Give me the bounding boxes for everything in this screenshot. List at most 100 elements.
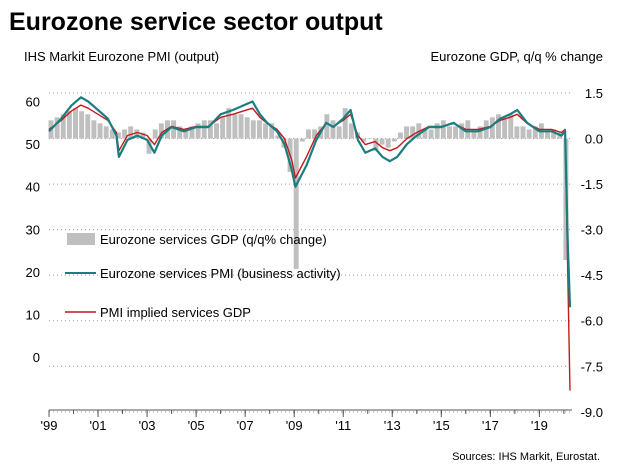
gdp-bar bbox=[54, 117, 60, 139]
left-tick-label: 30 bbox=[26, 222, 40, 237]
x-tick-label: '09 bbox=[286, 418, 303, 433]
x-tick-label: '03 bbox=[139, 418, 156, 433]
gdp-bar bbox=[122, 129, 128, 139]
x-tick-label: '11 bbox=[335, 418, 351, 433]
gdp-bar bbox=[342, 108, 348, 139]
gdp-bar bbox=[404, 126, 409, 139]
gdp-bar bbox=[115, 132, 121, 139]
right-tick-label: -7.5 bbox=[581, 359, 603, 374]
legend: Eurozone services GDP (q/q% change) Euro… bbox=[65, 232, 341, 320]
gdp-bar bbox=[146, 138, 152, 154]
right-axis-label: Eurozone GDP, q/q % change bbox=[431, 49, 604, 64]
left-tick-label: 10 bbox=[26, 308, 40, 323]
gdp-bar bbox=[201, 120, 207, 139]
gdp-bar bbox=[91, 120, 97, 139]
gdp-bar bbox=[177, 126, 183, 139]
gdp-bar bbox=[446, 126, 452, 139]
gdp-bar bbox=[526, 129, 532, 139]
gdp-bar bbox=[183, 129, 189, 139]
gdp-bar bbox=[256, 120, 262, 139]
gdp-bar bbox=[489, 117, 495, 139]
gdp-bar bbox=[238, 114, 244, 139]
right-tick-label: -6.0 bbox=[581, 314, 603, 329]
gdp-bar bbox=[502, 117, 508, 139]
gdp-bar bbox=[324, 114, 330, 139]
gdp-bar bbox=[244, 117, 250, 139]
right-tick-label: 1.5 bbox=[585, 86, 603, 101]
gdp-bar bbox=[312, 129, 318, 139]
right-tick-label: -4.5 bbox=[581, 268, 603, 283]
gdp-bar bbox=[195, 123, 201, 139]
gdp-bar bbox=[373, 138, 379, 151]
gdp-bar bbox=[171, 120, 177, 139]
gdp-bar bbox=[134, 129, 140, 139]
gdp-bar bbox=[453, 126, 459, 139]
gdp-bar bbox=[471, 129, 477, 139]
gdp-bar bbox=[379, 138, 385, 145]
gdp-bar bbox=[391, 138, 397, 142]
gdp-bar bbox=[109, 129, 115, 139]
gdp-bar bbox=[232, 114, 238, 139]
x-tick-label: '07 bbox=[237, 418, 254, 433]
gdp-bar bbox=[299, 138, 305, 142]
gdp-bar bbox=[103, 126, 109, 139]
gdp-bar bbox=[207, 120, 213, 139]
gdp-bar bbox=[348, 123, 354, 139]
left-tick-label: 60 bbox=[26, 95, 40, 110]
gdp-bar bbox=[220, 117, 226, 139]
gdp-bar bbox=[428, 129, 434, 139]
gdp-bar bbox=[275, 135, 281, 139]
gdp-bar bbox=[440, 120, 446, 139]
gdp-bar bbox=[226, 108, 232, 139]
gdp-bar bbox=[85, 114, 91, 139]
gdp-bar bbox=[250, 120, 256, 139]
gdp-bar bbox=[367, 138, 373, 140]
legend-label-pmi-line: Eurozone services PMI (business activity… bbox=[100, 266, 341, 281]
gdp-bar bbox=[66, 111, 72, 139]
gdp-bar bbox=[214, 123, 219, 139]
gdp-bar bbox=[477, 126, 483, 139]
gdp-bar bbox=[128, 126, 134, 139]
gdp-bar bbox=[532, 126, 538, 139]
gdp-bar bbox=[459, 123, 465, 139]
x-tick-label: '17 bbox=[482, 418, 499, 433]
gdp-bar bbox=[263, 123, 269, 139]
gdp-bar bbox=[545, 129, 550, 139]
gdp-bar bbox=[514, 126, 520, 139]
gdp-bar bbox=[397, 132, 403, 139]
x-tick-label: '15 bbox=[433, 418, 450, 433]
left-tick-label: 40 bbox=[26, 180, 40, 195]
gdp-bar bbox=[189, 126, 195, 139]
x-tick-label: '19 bbox=[531, 418, 548, 433]
gdp-bar bbox=[330, 120, 336, 139]
gdp-bar bbox=[140, 132, 146, 139]
implied-gdp-line bbox=[48, 104, 571, 391]
gdp-bar bbox=[385, 138, 391, 148]
legend-swatch-gdp-bars bbox=[67, 233, 95, 245]
left-axis-label: IHS Markit Eurozone PMI (output) bbox=[24, 49, 219, 64]
source-note: Sources: IHS Markit, Eurostat. bbox=[452, 451, 600, 463]
right-tick-label: 0.0 bbox=[585, 132, 603, 147]
left-tick-label: 0 bbox=[33, 350, 40, 365]
gdp-bar bbox=[422, 129, 428, 139]
gdp-bar bbox=[269, 123, 275, 139]
legend-label-gdp-bars: Eurozone services GDP (q/q% change) bbox=[100, 232, 327, 247]
gdp-bar bbox=[293, 138, 299, 270]
axes: '99 '01 '03 '05 '07 '09 '11 '13 '15 '17 '19 60 50 40 3… bbox=[26, 86, 603, 433]
gdp-bar bbox=[158, 123, 164, 139]
chart-title: Eurozone service sector output bbox=[9, 8, 383, 36]
x-tick-label: '01 bbox=[90, 418, 107, 433]
pmi-line bbox=[48, 96, 572, 308]
gdp-bar bbox=[551, 129, 557, 139]
gdp-bar bbox=[496, 114, 501, 139]
legend-label-implied-line: PMI implied services GDP bbox=[100, 305, 251, 320]
gdp-bar bbox=[361, 138, 367, 142]
left-tick-label: 20 bbox=[26, 265, 40, 280]
gdp-bar bbox=[60, 114, 66, 139]
x-tick-label: '05 bbox=[188, 418, 205, 433]
gdp-bar bbox=[305, 129, 311, 139]
right-tick-label: -3.0 bbox=[581, 223, 603, 238]
gdp-bar bbox=[97, 123, 103, 139]
series-lines bbox=[48, 96, 572, 391]
